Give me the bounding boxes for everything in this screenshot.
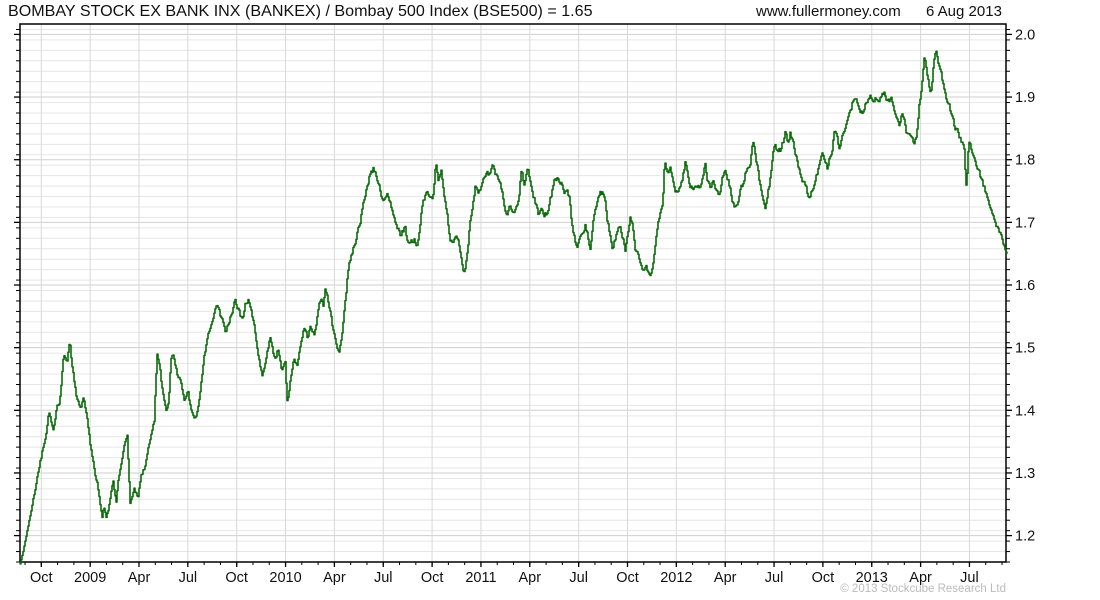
svg-text:1.3: 1.3 [1015, 466, 1035, 482]
svg-text:Jul: Jul [569, 570, 588, 586]
svg-text:Apr: Apr [128, 570, 151, 586]
svg-text:1.7: 1.7 [1015, 215, 1035, 231]
svg-text:1.2: 1.2 [1015, 529, 1035, 545]
svg-text:© 2013 Stockcube Research Ltd: © 2013 Stockcube Research Ltd [840, 583, 1006, 595]
svg-text:Oct: Oct [616, 570, 639, 586]
svg-text:2010: 2010 [269, 570, 301, 586]
svg-text:1.6: 1.6 [1015, 278, 1035, 294]
svg-text:Apr: Apr [714, 570, 737, 586]
svg-text:2012: 2012 [660, 570, 692, 586]
svg-text:1.5: 1.5 [1015, 341, 1035, 357]
svg-text:Apr: Apr [323, 570, 346, 586]
svg-text:Oct: Oct [421, 570, 444, 586]
svg-text:1.4: 1.4 [1015, 403, 1035, 419]
svg-text:Jul: Jul [765, 570, 784, 586]
svg-text:Oct: Oct [812, 570, 835, 586]
svg-text:1.9: 1.9 [1015, 90, 1035, 106]
svg-text:Oct: Oct [225, 570, 248, 586]
svg-text:1.8: 1.8 [1015, 153, 1035, 169]
svg-text:Jul: Jul [179, 570, 198, 586]
svg-text:2.0: 2.0 [1015, 27, 1035, 43]
svg-text:2011: 2011 [465, 570, 496, 586]
svg-text:Jul: Jul [374, 570, 393, 586]
svg-text:Apr: Apr [519, 570, 542, 586]
svg-text:Oct: Oct [30, 570, 53, 586]
svg-text:2009: 2009 [74, 570, 106, 586]
